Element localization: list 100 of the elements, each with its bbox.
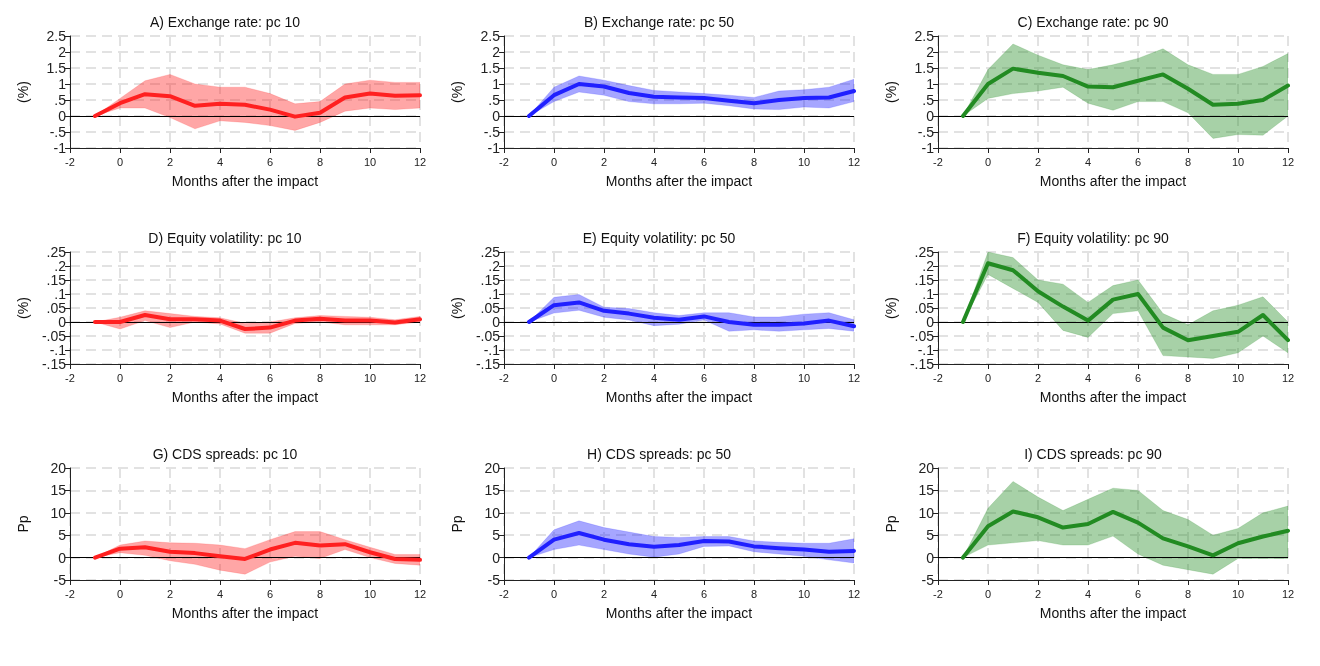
x-tick-label: 0: [116, 587, 124, 600]
y-tick-label: 0: [492, 108, 501, 124]
chart-title: C) Exchange rate: pc 90: [1017, 14, 1169, 30]
y-tick-label: .15: [914, 272, 935, 288]
y-tick-label: -.5: [49, 124, 67, 140]
y-tick-label: .05: [480, 300, 501, 316]
x-tick-label: -2: [65, 587, 75, 600]
x-tick-label: 12: [1281, 587, 1295, 600]
x-tick-label: 4: [1084, 155, 1092, 168]
y-tick-label: 0: [926, 314, 935, 330]
y-tick-label: -.05: [475, 328, 501, 344]
x-tick-label: 0: [984, 155, 992, 168]
x-tick-label: 10: [1231, 155, 1245, 168]
y-tick-label: .25: [914, 244, 935, 260]
x-tick-label: 4: [650, 155, 658, 168]
chart-title: B) Exchange rate: pc 50: [583, 14, 735, 30]
y-tick-label: 20: [50, 460, 67, 476]
x-tick-label: -2: [499, 587, 509, 600]
y-tick-label: 2: [58, 44, 67, 60]
y-tick-label: 2: [492, 44, 501, 60]
x-tick-label: 2: [1034, 587, 1042, 600]
y-tick-label: -5: [487, 572, 501, 588]
x-tick-label: 2: [1034, 155, 1042, 168]
y-tick-label: 15: [50, 482, 67, 499]
x-tick-label: 10: [1231, 371, 1245, 384]
y-axis-title: Pp: [883, 515, 899, 533]
x-tick-label: 0: [550, 587, 558, 600]
chart-title: H) CDS spreads: pc 50: [587, 446, 732, 462]
x-tick-label: 6: [266, 155, 274, 168]
line-series: [93, 540, 422, 562]
x-tick-label: 6: [266, 371, 274, 384]
y-tick-label: -.15: [475, 356, 501, 372]
y-tick-label: -.5: [917, 124, 935, 140]
y-tick-label: .2: [488, 258, 501, 274]
y-axis-title: (%): [449, 81, 465, 103]
x-tick-label: 8: [1184, 371, 1192, 384]
x-tick-label: 6: [1134, 155, 1142, 168]
line-series: [527, 530, 856, 560]
x-tick-label: 8: [1184, 587, 1192, 600]
x-tick-label: -2: [65, 155, 75, 168]
y-axis-title: (%): [449, 297, 465, 319]
x-tick-label: -2: [499, 155, 509, 168]
x-tick-label: 12: [847, 155, 861, 168]
x-tick-label: 2: [166, 587, 174, 600]
y-tick-label: 15: [484, 482, 501, 499]
x-tick-label: 8: [316, 371, 324, 384]
chart-title: D) Equity volatility: pc 10: [148, 230, 302, 246]
y-tick-label: 1.5: [46, 60, 67, 76]
y-tick-label: .15: [480, 272, 501, 288]
y-axis-title: (%): [15, 297, 31, 319]
y-tick-label: 20: [918, 460, 935, 476]
x-tick-label: 10: [797, 155, 811, 168]
y-tick-label: 0: [58, 549, 67, 566]
x-tick-label: 10: [797, 587, 811, 600]
x-tick-label: 4: [650, 371, 658, 384]
chart-title: I) CDS spreads: pc 90: [1024, 446, 1163, 462]
x-tick-label: 6: [700, 155, 708, 168]
y-tick-label: 2.5: [480, 28, 501, 44]
x-tick-label: 0: [984, 587, 992, 600]
y-tick-label: .5: [922, 92, 935, 108]
y-tick-label: -1: [487, 140, 501, 156]
y-tick-label: 1: [58, 76, 67, 92]
y-tick-label: .1: [922, 286, 935, 302]
y-tick-label: .25: [46, 244, 67, 260]
y-tick-label: -5: [53, 572, 67, 588]
x-tick-label: 2: [600, 155, 608, 168]
y-tick-label: .5: [54, 92, 67, 108]
y-tick-label: -.05: [41, 328, 67, 344]
x-tick-label: 6: [700, 587, 708, 600]
y-tick-label: .2: [54, 258, 67, 274]
x-tick-label: 2: [166, 155, 174, 168]
x-tick-label: -2: [933, 371, 943, 384]
y-tick-label: 2.5: [46, 28, 67, 44]
x-tick-label: 2: [1034, 371, 1042, 384]
y-tick-label: 1: [926, 76, 935, 92]
y-tick-label: .25: [480, 244, 501, 260]
x-tick-label: 2: [600, 371, 608, 384]
x-tick-label: 10: [363, 587, 377, 600]
x-tick-label: 8: [316, 155, 324, 168]
y-tick-label: 1.5: [480, 60, 501, 76]
y-tick-label: .05: [46, 300, 67, 316]
y-tick-label: 0: [58, 314, 67, 330]
y-axis-title: Pp: [449, 515, 465, 533]
x-tick-label: 4: [216, 587, 224, 600]
x-tick-label: 12: [847, 587, 861, 600]
x-axis-title: Months after the impact: [1039, 605, 1187, 621]
x-axis-title: Months after the impact: [605, 605, 753, 621]
y-tick-label: 1: [492, 76, 501, 92]
x-tick-label: 8: [1184, 155, 1192, 168]
x-tick-label: 8: [750, 155, 758, 168]
y-tick-label: -.1: [917, 342, 935, 358]
chart-title: E) Equity volatility: pc 50: [582, 230, 736, 246]
chart-title: G) CDS spreads: pc 10: [152, 446, 298, 462]
line-series: [527, 82, 856, 118]
x-tick-label: -2: [933, 155, 943, 168]
x-tick-label: 10: [1231, 587, 1245, 600]
x-tick-label: 4: [1084, 371, 1092, 384]
line-series: [527, 300, 856, 329]
y-tick-label: 5: [58, 527, 67, 544]
x-tick-label: 4: [216, 371, 224, 384]
